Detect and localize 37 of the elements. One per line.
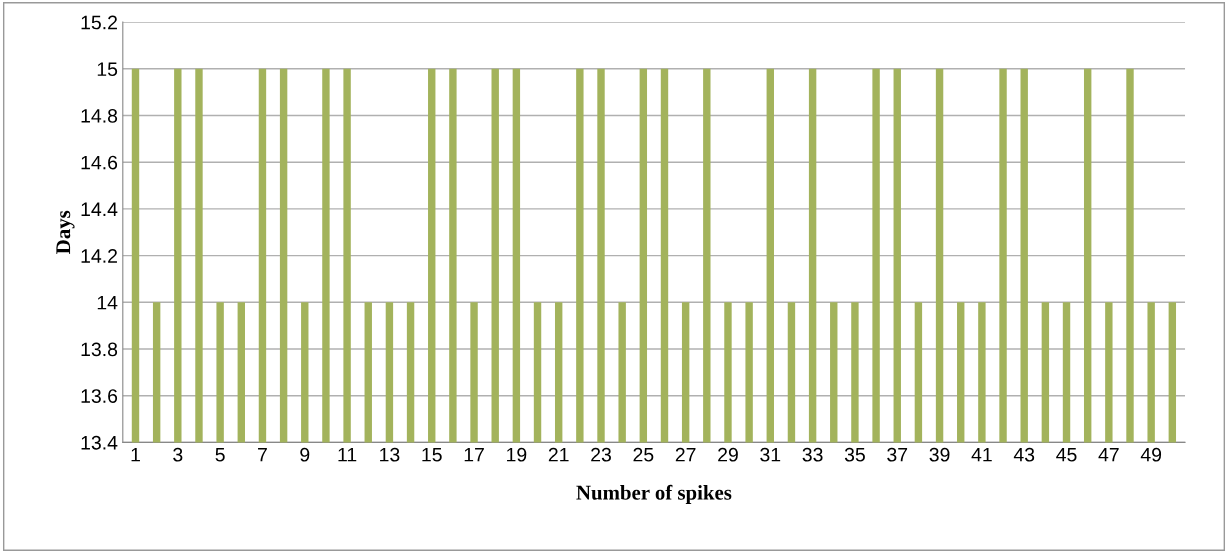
x-tick-label: 27 <box>675 447 696 462</box>
x-tick-label: 17 <box>464 447 484 462</box>
x-tick-label: 33 <box>802 447 823 462</box>
y-tick-label: 14 <box>97 295 118 310</box>
x-tick-label: 3 <box>173 447 183 462</box>
x-tick-label: 21 <box>548 447 569 462</box>
x-tick-label: 1 <box>131 447 140 462</box>
y-tick-label: 15.2 <box>81 15 117 30</box>
y-tick-label: 13.6 <box>81 389 118 403</box>
x-axis-title: Number of spikes <box>576 484 732 504</box>
x-tick-label: 29 <box>718 447 738 462</box>
x-tick-label: 35 <box>844 447 865 462</box>
x-tick-label: 5 <box>215 447 225 462</box>
x-tick-label: 49 <box>1140 447 1162 462</box>
y-axis-title: Days <box>56 210 75 254</box>
x-tick-label: 19 <box>507 447 527 462</box>
x-tick-label: 37 <box>887 447 908 462</box>
x-tick-label: 25 <box>633 447 654 462</box>
x-tick-label: 13 <box>380 447 400 462</box>
x-tick-label: 15 <box>422 447 442 462</box>
y-tick-label: 15 <box>97 62 118 77</box>
x-tick-label: 45 <box>1056 447 1077 462</box>
x-tick-label: 39 <box>929 447 950 462</box>
x-tick-label: 11 <box>338 447 357 462</box>
x-tick-label: 31 <box>760 447 781 462</box>
y-tick-label: 13.8 <box>81 342 118 357</box>
x-tick-label: 7 <box>258 447 267 462</box>
y-tick-label: 14.2 <box>81 249 117 263</box>
x-tick-label: 9 <box>300 447 310 462</box>
x-tick-label: 43 <box>1013 447 1035 462</box>
y-tick-label: 14.8 <box>81 108 118 123</box>
x-tick-label: 41 <box>971 447 992 462</box>
x-tick-label: 23 <box>591 447 611 462</box>
y-tick-label: 14.6 <box>81 155 118 170</box>
y-tick-label: 13.4 <box>81 435 118 450</box>
x-tick-label: 47 <box>1098 447 1119 462</box>
y-tick-label: 14.4 <box>81 202 118 216</box>
